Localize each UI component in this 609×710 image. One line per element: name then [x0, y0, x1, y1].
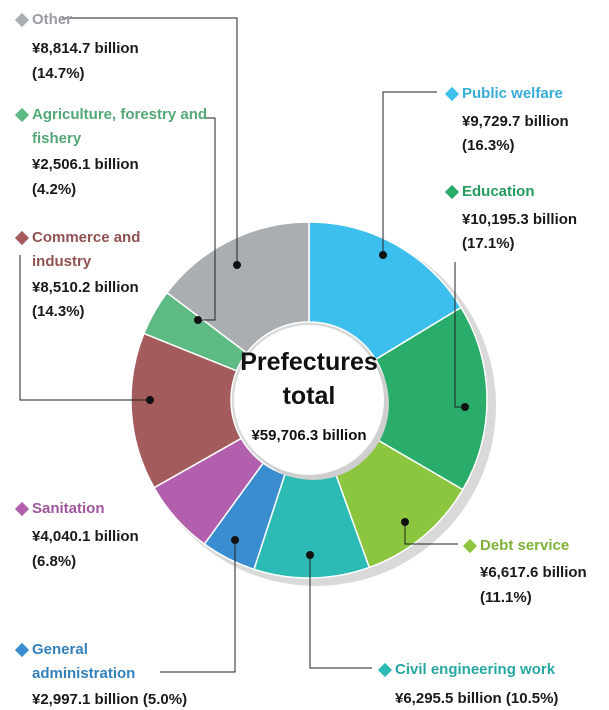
- percent-label: (4.2%): [32, 181, 77, 198]
- amount-label: ¥2,997.1 billion: [32, 691, 139, 708]
- center-total: ¥59,706.3 billion: [251, 427, 366, 444]
- leader-line: [198, 117, 216, 321]
- percent-label: (14.7%): [32, 65, 85, 82]
- percent-label: (14.3%): [32, 303, 85, 320]
- leader-line: [309, 555, 372, 669]
- percent-label: (5.0%): [142, 691, 188, 708]
- category-label: Education: [462, 183, 535, 200]
- category-label: Civil engineering work: [395, 661, 556, 678]
- amount-row: ¥2,506.1 billion: [32, 153, 139, 177]
- percent-label: (17.1%): [462, 235, 515, 252]
- amount-row: ¥8,510.2 billion: [32, 276, 139, 300]
- leader-dot: [379, 251, 387, 259]
- center-title: total: [283, 382, 336, 410]
- amount-label: ¥8,814.7 billion: [32, 40, 139, 57]
- amount-label: ¥8,510.2 billion: [32, 279, 139, 296]
- leader-dot: [231, 536, 239, 544]
- amount-row: ¥4,040.1 billion: [32, 525, 139, 549]
- amount-row: ¥9,729.7 billion: [462, 110, 569, 134]
- leader-dot: [194, 316, 202, 324]
- amount-row: ¥10,195.3 billion: [462, 208, 577, 232]
- center-title: Prefectures: [240, 348, 378, 376]
- amount-row: ¥2,997.1 billion (5.0%): [32, 688, 187, 710]
- category-label: Debt service: [480, 537, 570, 554]
- leader-dot: [401, 518, 409, 526]
- category-label: Agriculture, forestry and fishery: [32, 106, 208, 147]
- amount-row: ¥8,814.7 billion: [32, 37, 139, 61]
- category-label: General administration: [32, 641, 136, 682]
- leader-line: [382, 91, 437, 255]
- category-label: Public welfare: [462, 85, 563, 102]
- percent-label: (10.5%): [505, 690, 559, 707]
- category-label: Other: [32, 11, 73, 28]
- amount-label: ¥6,295.5 billion: [395, 690, 502, 707]
- percent-label: (16.3%): [462, 137, 515, 154]
- amount-row: ¥6,295.5 billion (10.5%): [395, 687, 558, 710]
- leader-line: [19, 255, 150, 401]
- amount-label: ¥2,506.1 billion: [32, 156, 139, 173]
- slice: [165, 221, 310, 355]
- leader-line: [160, 540, 236, 673]
- leader-line: [62, 17, 238, 265]
- leader-line: [404, 522, 458, 545]
- leader-dot: [461, 403, 469, 411]
- amount-row: ¥6,617.6 billion: [480, 561, 587, 585]
- slice: [130, 332, 243, 489]
- leader-dot: [233, 261, 241, 269]
- amount-label: ¥10,195.3 billion: [462, 211, 578, 228]
- percent-label: (11.1%): [480, 589, 532, 606]
- category-label: Sanitation: [32, 500, 105, 517]
- leader-dot: [146, 396, 154, 404]
- amount-label: ¥4,040.1 billion: [32, 528, 139, 545]
- hole: [234, 325, 384, 475]
- category-label: Commerce and industry: [32, 229, 141, 270]
- percent-label: (6.8%): [32, 553, 77, 570]
- leader-dot: [306, 551, 314, 559]
- amount-label: ¥9,729.7 billion: [462, 113, 569, 130]
- amount-label: ¥6,617.6 billion: [480, 564, 587, 581]
